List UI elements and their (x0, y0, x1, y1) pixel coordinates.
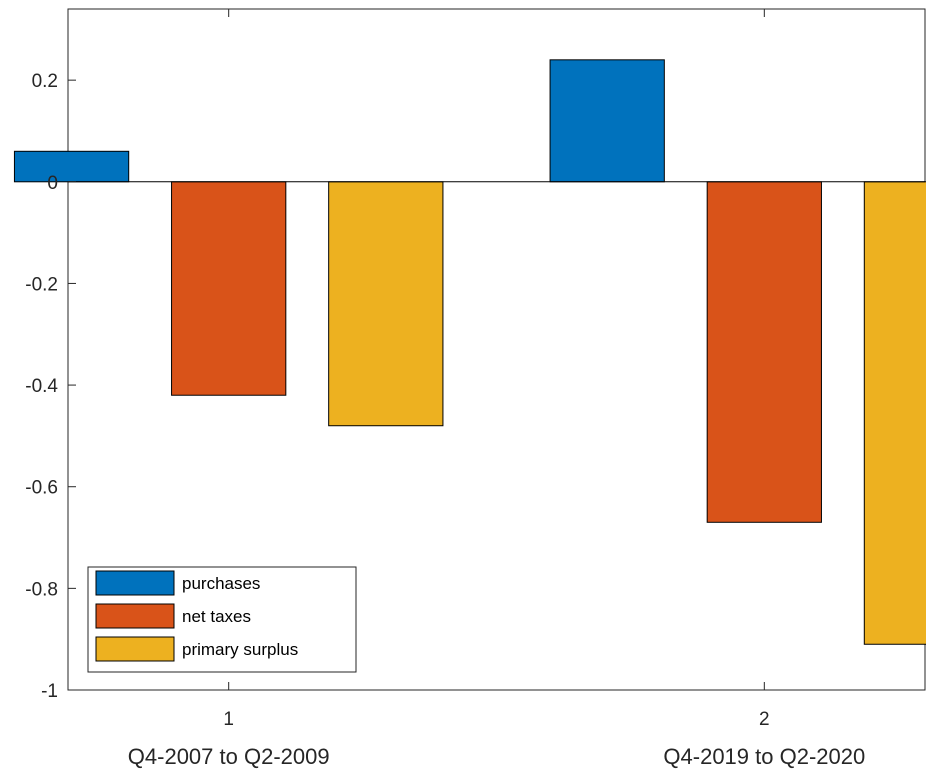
x-group-label: Q4-2019 to Q2-2020 (663, 744, 865, 769)
legend-label-primary-surplus: primary surplus (182, 640, 298, 659)
legend-swatch-net-taxes (95, 603, 175, 629)
y-axis: 0.2 0 -0.2 -0.4 -0.6 -0.8 -1 (25, 71, 76, 702)
legend-swatch-purchases (95, 570, 175, 596)
legend-label-net-taxes: net taxes (182, 607, 251, 626)
bar-primary-surplus-2 (863, 181, 926, 645)
legend-swatch-primary-surplus (95, 636, 175, 662)
bar-net-taxes-1 (171, 181, 287, 396)
y-tick-label: -0.6 (25, 478, 58, 499)
y-tick-label: 0 (47, 173, 58, 194)
legend-label-purchases: purchases (182, 574, 260, 593)
bar-primary-surplus-1 (328, 181, 444, 427)
bar-net-taxes-2 (706, 181, 822, 523)
x-tick-label: 2 (759, 709, 770, 730)
y-tick-label: 0.2 (32, 71, 58, 92)
y-tick-label: -0.4 (25, 376, 58, 397)
x-tick-label: 1 (223, 709, 234, 730)
bar-purchases-1 (13, 150, 130, 183)
bar-purchases-2 (549, 59, 665, 183)
legend: purchases net taxes primary surplus (87, 566, 357, 673)
y-tick-label: -1 (41, 681, 58, 702)
bars-layer (13, 59, 926, 645)
x-axis: 1 Q4-2007 to Q2-2009 2 Q4-2019 to Q2-2020 (128, 9, 865, 769)
x-group-label: Q4-2007 to Q2-2009 (128, 744, 330, 769)
y-tick-label: -0.8 (25, 579, 58, 600)
y-tick-label: -0.2 (25, 274, 58, 295)
